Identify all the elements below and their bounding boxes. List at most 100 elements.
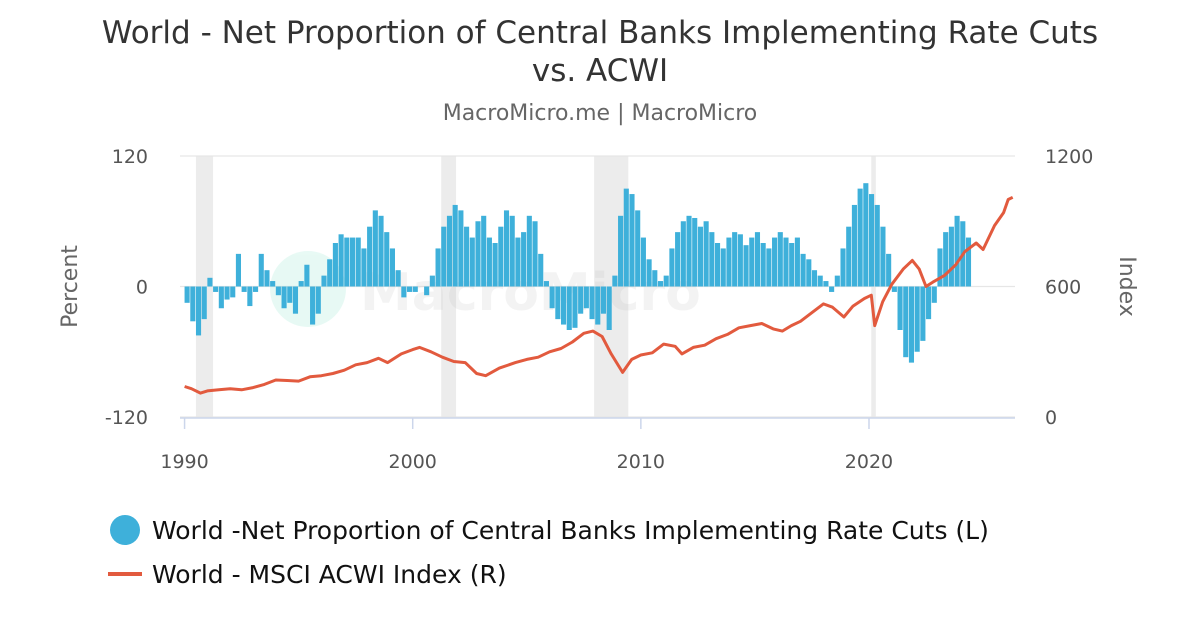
bar <box>891 286 897 292</box>
bar <box>908 286 915 363</box>
bar <box>492 243 498 287</box>
bar <box>726 237 732 287</box>
bar <box>846 226 852 287</box>
bar <box>903 286 909 358</box>
bar <box>247 286 253 307</box>
legend-item-line[interactable]: World - MSCI ACWI Index (R) <box>108 552 989 596</box>
bar <box>840 248 846 287</box>
bar <box>635 210 641 287</box>
bar <box>874 204 880 287</box>
y-right-axis-label: Index <box>1114 256 1139 317</box>
bar <box>338 234 344 287</box>
acwi-line <box>184 195 1014 395</box>
bar <box>401 286 407 298</box>
bar <box>435 248 441 287</box>
bar <box>880 226 886 287</box>
bar <box>509 215 515 287</box>
bar <box>230 286 236 298</box>
legend-line-label: World - MSCI ACWI Index (R) <box>152 559 507 589</box>
bar <box>697 226 703 287</box>
bar <box>618 215 624 287</box>
bar <box>287 286 293 303</box>
bar <box>834 275 840 287</box>
bar <box>772 237 778 287</box>
bar <box>760 243 766 287</box>
bar <box>817 275 823 287</box>
bar <box>253 286 259 292</box>
bar <box>298 281 304 287</box>
bar <box>675 232 681 287</box>
bar <box>743 245 749 287</box>
bar <box>897 286 903 330</box>
bar <box>800 253 806 287</box>
bar <box>914 286 920 352</box>
bar <box>600 286 607 314</box>
bar <box>327 259 333 287</box>
bar <box>464 226 470 287</box>
line-series <box>184 195 1014 395</box>
bar <box>709 232 715 287</box>
bar <box>920 286 926 341</box>
bar <box>475 221 481 287</box>
bar <box>806 259 812 287</box>
bar <box>201 286 207 320</box>
legend-item-bars[interactable]: World -Net Proportion of Central Banks I… <box>110 508 989 552</box>
bar <box>213 286 219 292</box>
y-left-tick-label: 120 <box>112 146 148 168</box>
bar <box>943 232 949 287</box>
bar <box>281 286 287 309</box>
bar <box>629 194 635 287</box>
bar <box>218 286 224 309</box>
bar <box>498 226 504 287</box>
bar <box>783 237 789 287</box>
bar <box>851 204 857 287</box>
bar <box>521 232 527 287</box>
bar <box>389 248 395 287</box>
bar <box>931 286 937 303</box>
x-tick-label: 2020 <box>845 451 893 473</box>
bar <box>412 286 418 292</box>
y-right-tick-label: 1200 <box>1045 146 1093 168</box>
bar <box>407 286 413 292</box>
bar <box>789 243 795 287</box>
bar <box>207 277 213 287</box>
bar <box>441 226 447 287</box>
bar <box>657 281 664 287</box>
bar <box>714 243 721 287</box>
bar <box>378 215 384 287</box>
bar <box>583 286 589 309</box>
bar <box>321 275 327 287</box>
bar <box>595 286 601 325</box>
bar <box>686 215 692 287</box>
bar <box>458 210 464 287</box>
bar <box>578 286 584 314</box>
bar <box>355 237 361 287</box>
bar <box>766 248 772 287</box>
bar <box>954 215 960 287</box>
bar <box>612 275 618 287</box>
bar <box>589 286 595 320</box>
bar <box>310 286 316 325</box>
bar <box>292 286 299 314</box>
bar <box>367 226 373 287</box>
bar <box>424 286 430 296</box>
bar <box>258 253 264 287</box>
bar <box>663 275 669 287</box>
bar <box>361 248 367 287</box>
bar <box>349 237 356 287</box>
legend: World -Net Proportion of Central Banks I… <box>108 508 989 596</box>
y-right-tick-label: 0 <box>1045 407 1057 429</box>
bar <box>275 286 281 296</box>
bar <box>270 281 276 287</box>
x-tick-label: 1990 <box>160 451 208 473</box>
bar <box>469 237 475 287</box>
bar <box>481 215 487 287</box>
bar <box>384 232 390 287</box>
bar <box>372 210 378 287</box>
bar <box>532 221 538 287</box>
bar <box>195 286 202 336</box>
bar <box>823 281 829 287</box>
bar <box>264 270 270 287</box>
x-tick-label: 2010 <box>617 451 665 473</box>
